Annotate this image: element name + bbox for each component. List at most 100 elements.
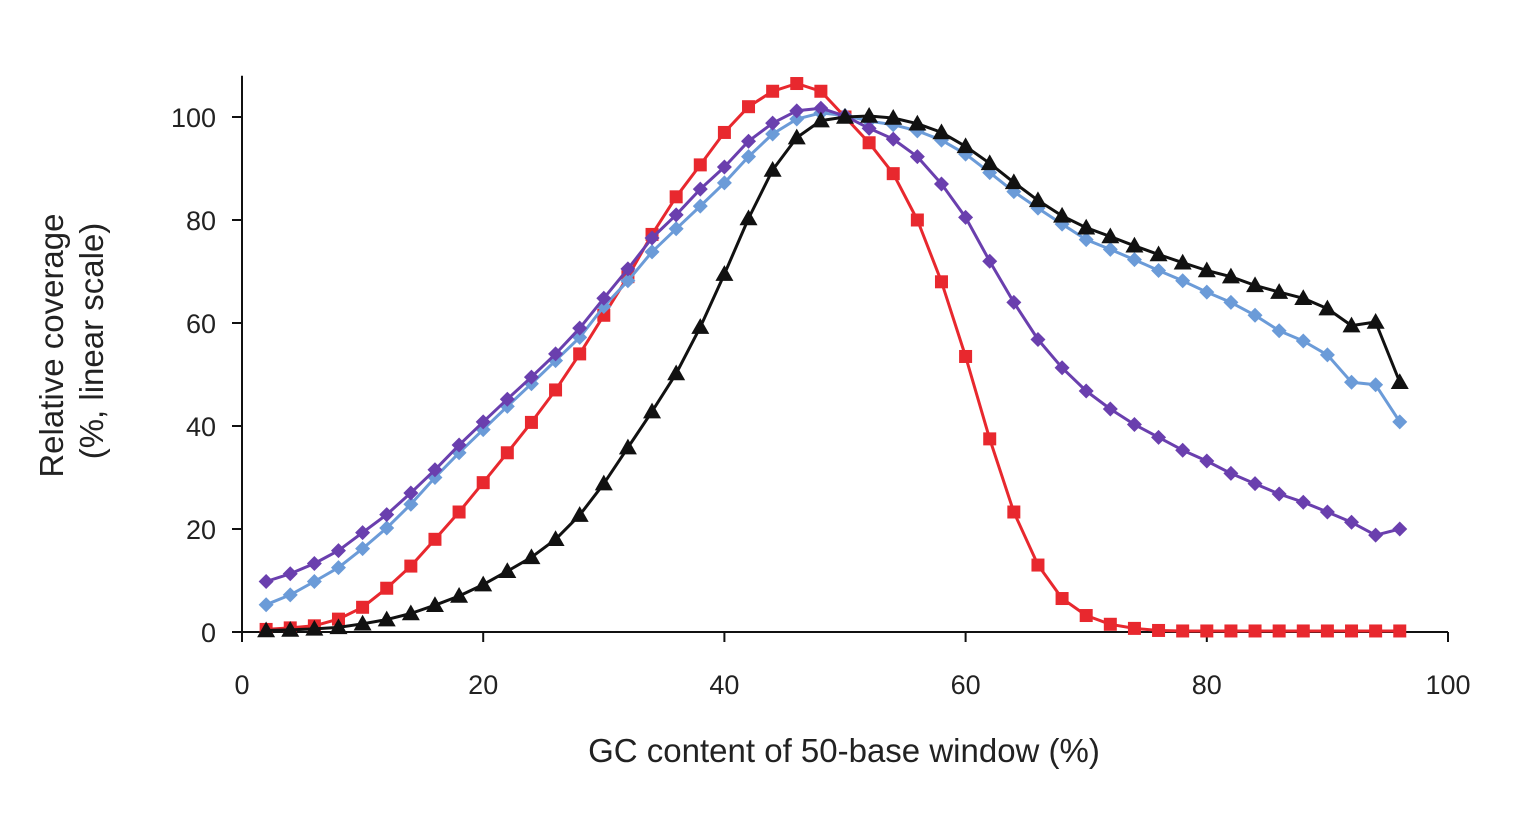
series-3-point bbox=[1199, 453, 1215, 469]
series-2-point bbox=[403, 496, 419, 512]
series-4-line bbox=[266, 114, 1402, 632]
series-4 bbox=[257, 106, 1409, 638]
series-1-point bbox=[452, 505, 466, 519]
series-4-point bbox=[450, 586, 469, 603]
series-4-point bbox=[425, 596, 444, 612]
series-3-line bbox=[265, 106, 1401, 583]
series-4-point bbox=[1221, 267, 1240, 284]
series-1-point bbox=[356, 600, 370, 614]
series-1-point bbox=[1345, 624, 1359, 638]
series-3-point bbox=[668, 207, 684, 223]
series-4-point bbox=[1294, 289, 1313, 306]
series-1-point bbox=[669, 190, 683, 204]
series-4-point bbox=[1270, 283, 1289, 299]
axes: 0 20 40 60 80 100 0 20 40 60 80 100 bbox=[171, 75, 1471, 700]
y-axis-title: Relative coverage (%, linear scale) bbox=[33, 204, 110, 477]
y-axis-title-line-2: (%, linear scale) bbox=[73, 223, 110, 460]
series-1-point bbox=[959, 349, 973, 363]
series-2-point bbox=[1368, 377, 1384, 393]
series-3 bbox=[258, 100, 1408, 590]
series-1-point bbox=[428, 532, 442, 546]
series-3-point bbox=[282, 566, 298, 582]
series-2-point bbox=[765, 126, 781, 142]
series-3-point bbox=[1151, 429, 1167, 445]
series-3-point bbox=[596, 290, 612, 306]
series-1 bbox=[259, 77, 1407, 638]
series-4-point bbox=[1342, 316, 1361, 333]
x-tick-label: 20 bbox=[468, 670, 498, 700]
series-4-point bbox=[1125, 236, 1144, 253]
series-4-point bbox=[305, 619, 324, 636]
series-4-point bbox=[739, 209, 758, 226]
series-3-point bbox=[933, 176, 949, 192]
series-3-point bbox=[1319, 504, 1335, 520]
series-3-point bbox=[1368, 527, 1384, 543]
y-tick-label: 60 bbox=[186, 309, 216, 339]
series-3-point bbox=[258, 574, 274, 590]
series-1-point bbox=[573, 347, 587, 361]
series-4-point bbox=[860, 106, 879, 123]
series-3-point bbox=[813, 100, 829, 116]
series-1-point bbox=[766, 84, 780, 98]
series-3-point bbox=[403, 485, 419, 501]
series-3-point bbox=[451, 437, 467, 453]
series-4-point bbox=[257, 621, 276, 638]
series-4-point bbox=[498, 562, 517, 578]
series-1-point bbox=[1393, 624, 1407, 638]
series-4-point bbox=[1390, 373, 1409, 389]
series-3-point bbox=[427, 462, 443, 478]
series-2-point bbox=[1102, 241, 1118, 257]
series-1-point bbox=[1007, 505, 1021, 519]
y-tick-label: 100 bbox=[171, 103, 216, 133]
series-2-point bbox=[1247, 307, 1263, 323]
series-layer bbox=[257, 77, 1409, 638]
series-2-point bbox=[1126, 252, 1142, 268]
series-2-point bbox=[620, 273, 636, 289]
series-1-point bbox=[476, 476, 490, 490]
series-4-point bbox=[1318, 299, 1337, 316]
series-4-point bbox=[1028, 191, 1047, 208]
series-4-point bbox=[715, 265, 734, 281]
series-3-point bbox=[765, 115, 781, 131]
series-4-point bbox=[377, 610, 396, 627]
series-3-point bbox=[861, 120, 877, 136]
series-4-point bbox=[401, 604, 420, 621]
series-2-point bbox=[1199, 284, 1215, 300]
series-4-point bbox=[1246, 276, 1265, 293]
series-3-point bbox=[1006, 294, 1022, 310]
series-4-point bbox=[281, 620, 300, 637]
series-2-point bbox=[1078, 232, 1094, 248]
series-1-point bbox=[549, 383, 563, 397]
series-2-point bbox=[1271, 323, 1287, 339]
series-4-point bbox=[980, 154, 999, 171]
series-2-point bbox=[258, 597, 274, 613]
series-3-point bbox=[1223, 465, 1239, 481]
series-1-point bbox=[1272, 624, 1286, 638]
series-4-point bbox=[763, 161, 782, 177]
series-3-point bbox=[523, 369, 539, 385]
series-3-point bbox=[716, 159, 732, 175]
series-1-point bbox=[983, 432, 997, 446]
series-4-point bbox=[811, 111, 830, 128]
series-2-point bbox=[716, 175, 732, 191]
series-4-point bbox=[1004, 173, 1023, 190]
y-tick-label: 20 bbox=[186, 515, 216, 545]
series-2-point bbox=[330, 560, 346, 576]
series-1-point bbox=[524, 415, 538, 429]
series-2-point bbox=[668, 221, 684, 237]
series-3-point bbox=[1175, 442, 1191, 458]
series-2-point bbox=[789, 111, 805, 127]
series-1-point bbox=[790, 77, 804, 91]
series-1-point bbox=[742, 100, 756, 114]
x-tick-label: 60 bbox=[951, 670, 981, 700]
series-4-point bbox=[1149, 245, 1168, 262]
series-4-point bbox=[353, 614, 372, 631]
y-tick-label: 0 bbox=[201, 618, 216, 648]
series-2-point bbox=[355, 541, 371, 557]
series-1-point bbox=[1055, 592, 1069, 606]
series-3-point bbox=[306, 556, 322, 572]
series-4-point bbox=[1173, 253, 1192, 270]
series-3-point bbox=[572, 320, 588, 336]
series-3-point bbox=[644, 230, 660, 246]
